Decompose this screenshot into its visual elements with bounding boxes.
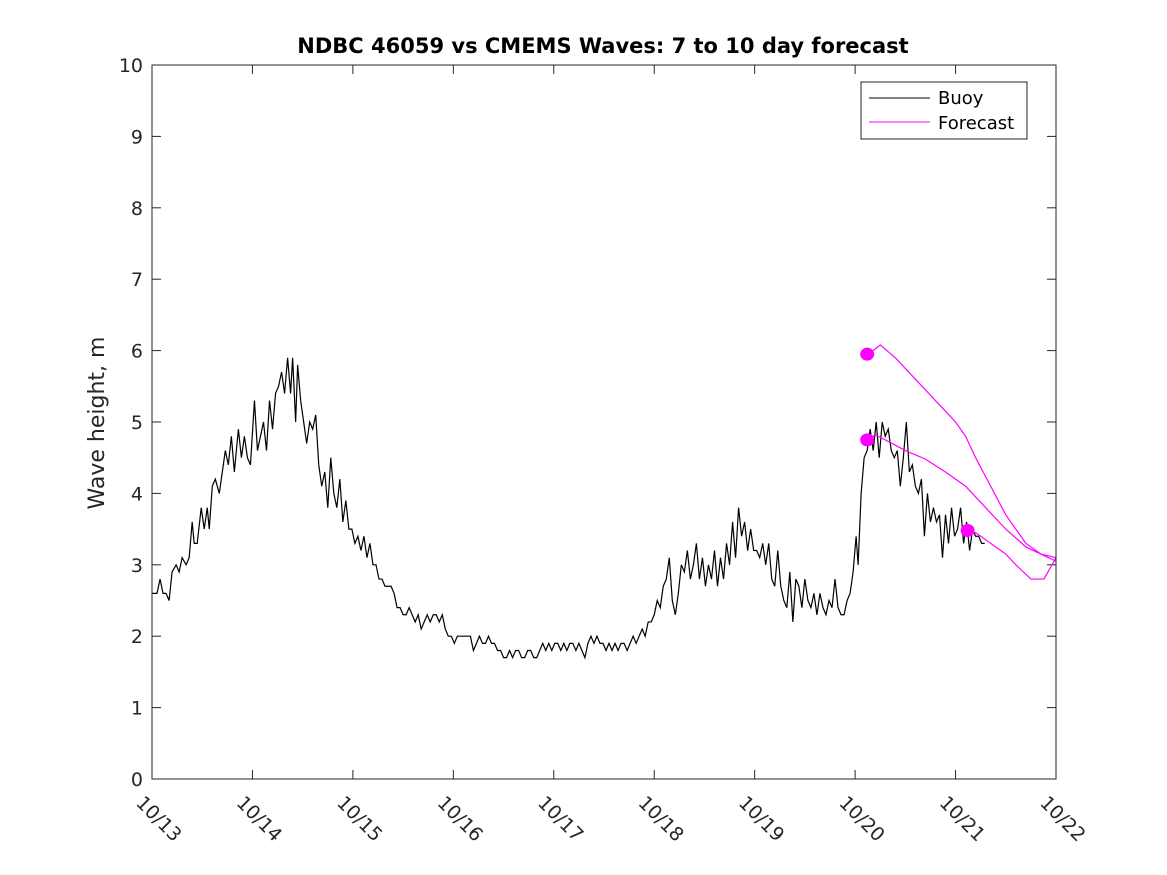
y-tick-label: 10	[119, 55, 143, 77]
buoy-series-line	[152, 357, 985, 660]
forecast-series-line-2	[866, 434, 1057, 562]
legend-label-buoy: Buoy	[938, 88, 984, 109]
legend-label-forecast: Forecast	[938, 113, 1014, 134]
plot-frame	[151, 64, 1057, 780]
y-tick-labels: 0 1 2 3 4 5 6 7 8 9 10	[119, 55, 143, 791]
chart-title: NDBC 46059 vs CMEMS Waves: 7 to 10 day f…	[297, 34, 908, 58]
legend-box	[860, 81, 1028, 140]
y-axis-label: Wave height, m	[85, 337, 110, 510]
y-tick-label: 8	[131, 198, 143, 220]
forecast-start-marker-2	[860, 433, 875, 447]
y-tick-label: 1	[131, 698, 143, 720]
y-tick-label: 3	[131, 555, 143, 577]
y-tick-label: 9	[131, 126, 143, 148]
plot-series	[152, 344, 1057, 660]
y-tick-label: 6	[131, 341, 143, 363]
forecast-series-line-3	[967, 529, 1057, 580]
y-tick-label: 7	[131, 269, 143, 291]
forecast-start-marker-1	[860, 347, 875, 361]
y-tick-label: 5	[131, 412, 143, 434]
y-tick-label: 0	[131, 769, 143, 791]
forecast-start-marker-3	[960, 524, 975, 538]
y-tick-label: 2	[131, 626, 143, 648]
y-tick-label: 4	[131, 483, 143, 505]
legend: Buoy Forecast	[860, 81, 1028, 140]
forecast-series-line-1	[866, 344, 1057, 559]
